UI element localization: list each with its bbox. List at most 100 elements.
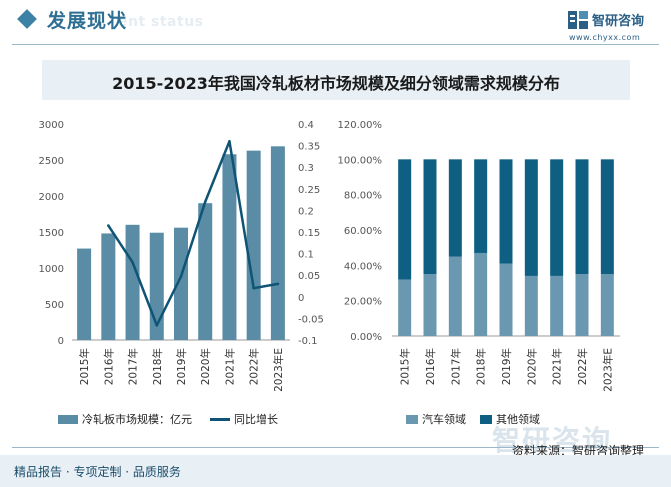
y-left-tick-label: 1000 bbox=[39, 264, 64, 275]
line-point bbox=[228, 139, 231, 143]
chart-title: 2015-2023年我国冷轧板材市场规模及细分领域需求规模分布 bbox=[112, 74, 560, 93]
x-tick-label: 2015年 bbox=[78, 348, 91, 385]
y-right-tick-label: 0 bbox=[298, 293, 304, 304]
legend-label-line: 同比增长 bbox=[234, 413, 278, 426]
x-tick-label: 2018年 bbox=[475, 348, 488, 385]
line-point bbox=[131, 260, 134, 264]
section-title-en: ent status bbox=[118, 14, 204, 30]
y-right-tick-label: 0.4 bbox=[298, 120, 314, 131]
x-tick-label: 2017年 bbox=[127, 348, 140, 385]
y-tick-label: 100.00% bbox=[338, 155, 383, 166]
right-legend: 汽车领域 其他领域 bbox=[406, 411, 540, 427]
y-left-tick-label: 0 bbox=[58, 336, 64, 347]
bar bbox=[270, 146, 285, 340]
stacked-bar-segment bbox=[423, 274, 437, 336]
growth-line bbox=[107, 140, 279, 327]
footer-watermark: 智研咨询 bbox=[492, 424, 613, 457]
stacked-bar-segment bbox=[398, 279, 412, 336]
diamond-icon bbox=[17, 9, 37, 29]
legend-swatch-bar bbox=[58, 414, 78, 424]
header-divider bbox=[12, 44, 659, 45]
x-tick-label: 2023年E bbox=[272, 348, 285, 392]
y-left-tick-label: 2000 bbox=[39, 192, 64, 203]
y-right-tick-label: -0.1 bbox=[298, 336, 318, 347]
stacked-bar-segment bbox=[575, 159, 589, 275]
x-tick-label: 2022年 bbox=[248, 348, 261, 385]
stacked-bar-segment bbox=[474, 159, 488, 253]
stacked-bar-segment bbox=[398, 159, 412, 280]
x-tick-label: 2019年 bbox=[500, 348, 513, 385]
legend-label-auto: 汽车领域 bbox=[422, 413, 466, 426]
brand-logo-icon bbox=[568, 11, 588, 29]
bar bbox=[101, 233, 116, 340]
section-title: 发展现状 bbox=[47, 10, 128, 32]
line-point bbox=[107, 224, 110, 227]
x-tick-label: 2020年 bbox=[525, 348, 538, 385]
bar bbox=[246, 150, 261, 340]
y-left-tick-label: 500 bbox=[45, 300, 64, 311]
stacked-bar-segment bbox=[423, 159, 437, 275]
legend-label-bar: 冷轧板市场规模：亿元 bbox=[82, 413, 192, 426]
stacked-bar-segment bbox=[499, 159, 513, 264]
stacked-bar-segment bbox=[600, 159, 614, 275]
x-tick-label: 2021年 bbox=[551, 348, 564, 385]
x-tick-label: 2021年 bbox=[223, 348, 236, 385]
page-header: ent status 发展现状 智研咨询 www.chyxx.com bbox=[0, 0, 671, 42]
stacked-bar-segment bbox=[550, 275, 564, 336]
legend-swatch-auto bbox=[406, 414, 418, 424]
brand-name: 智研咨询 bbox=[592, 14, 645, 29]
market-size-chart: 3000 2500 2000 1500 1000 500 0 0.4 0.35 0.3 0.25 0.… bbox=[39, 120, 324, 392]
stacked-bar-segment bbox=[448, 159, 462, 257]
footer-divider bbox=[12, 447, 659, 448]
y-tick-label: 20.00% bbox=[344, 297, 382, 308]
y-right-tick-label: 0.1 bbox=[298, 250, 314, 261]
y-right-tick-label: 0.35 bbox=[298, 142, 320, 153]
y-tick-label: 60.00% bbox=[344, 226, 382, 237]
stacked-bar-segment bbox=[448, 256, 462, 336]
stacked-bar-segment bbox=[499, 263, 513, 336]
segment-share-chart: 120.00% 100.00% 80.00% 60.00% 40.00% 20.00% 0.… bbox=[338, 120, 620, 392]
bar bbox=[77, 248, 92, 340]
y-right-tick-label: -0.05 bbox=[298, 314, 324, 325]
brand-url: www.chyxx.com bbox=[569, 33, 641, 42]
stacked-bar-segment bbox=[524, 275, 538, 336]
y-right-tick-label: 0.2 bbox=[298, 206, 314, 217]
y-right-tick-label: 0.15 bbox=[298, 228, 320, 239]
legend-label-other: 其他领域 bbox=[496, 413, 540, 426]
x-tick-label: 2022年 bbox=[576, 348, 589, 385]
legend-swatch-line bbox=[210, 417, 230, 421]
stacked-bar-segment bbox=[600, 274, 614, 336]
stacked-bar-segment bbox=[575, 274, 589, 336]
y-right-tick-label: 0.05 bbox=[298, 271, 320, 282]
y-right-tick-label: 0.3 bbox=[298, 163, 314, 174]
y-left-tick-label: 1500 bbox=[39, 228, 64, 239]
y-tick-label: 120.00% bbox=[338, 120, 383, 131]
line-point bbox=[179, 275, 183, 278]
chart-title-bar: 2015-2023年我国冷轧板材市场规模及细分领域需求规模分布 bbox=[42, 60, 630, 100]
x-tick-label: 2023年E bbox=[601, 348, 614, 392]
x-tick-label: 2018年 bbox=[151, 348, 164, 385]
left-legend: 冷轧板市场规模：亿元 同比增长 bbox=[58, 411, 278, 427]
footer-bar: 精品报告 · 专项定制 · 品质服务 bbox=[0, 455, 671, 487]
y-right-tick-label: 0.25 bbox=[298, 185, 320, 196]
y-tick-label: 40.00% bbox=[344, 261, 382, 272]
y-tick-label: 0.00% bbox=[350, 332, 382, 343]
stacked-bar-segment bbox=[474, 252, 488, 336]
source-note: 资料来源：智研咨询整理 bbox=[512, 444, 645, 458]
x-tick-label: 2016年 bbox=[424, 348, 437, 385]
x-tick-label: 2020年 bbox=[199, 348, 212, 385]
y-left-tick-label: 2500 bbox=[39, 156, 64, 167]
line-point bbox=[252, 286, 255, 290]
x-tick-label: 2019年 bbox=[175, 348, 188, 385]
bar bbox=[198, 203, 213, 340]
x-tick-label: 2017年 bbox=[449, 348, 462, 385]
stacked-bar-segment bbox=[550, 159, 564, 276]
footer-tagline: 精品报告 · 专项定制 · 品质服务 bbox=[14, 465, 181, 479]
bar bbox=[222, 154, 237, 340]
line-point bbox=[276, 282, 280, 286]
x-tick-label: 2015年 bbox=[399, 348, 412, 385]
y-tick-label: 80.00% bbox=[344, 191, 382, 202]
bar bbox=[125, 224, 140, 340]
stacked-bar-segment bbox=[524, 159, 538, 276]
x-tick-label: 2016年 bbox=[102, 348, 115, 385]
